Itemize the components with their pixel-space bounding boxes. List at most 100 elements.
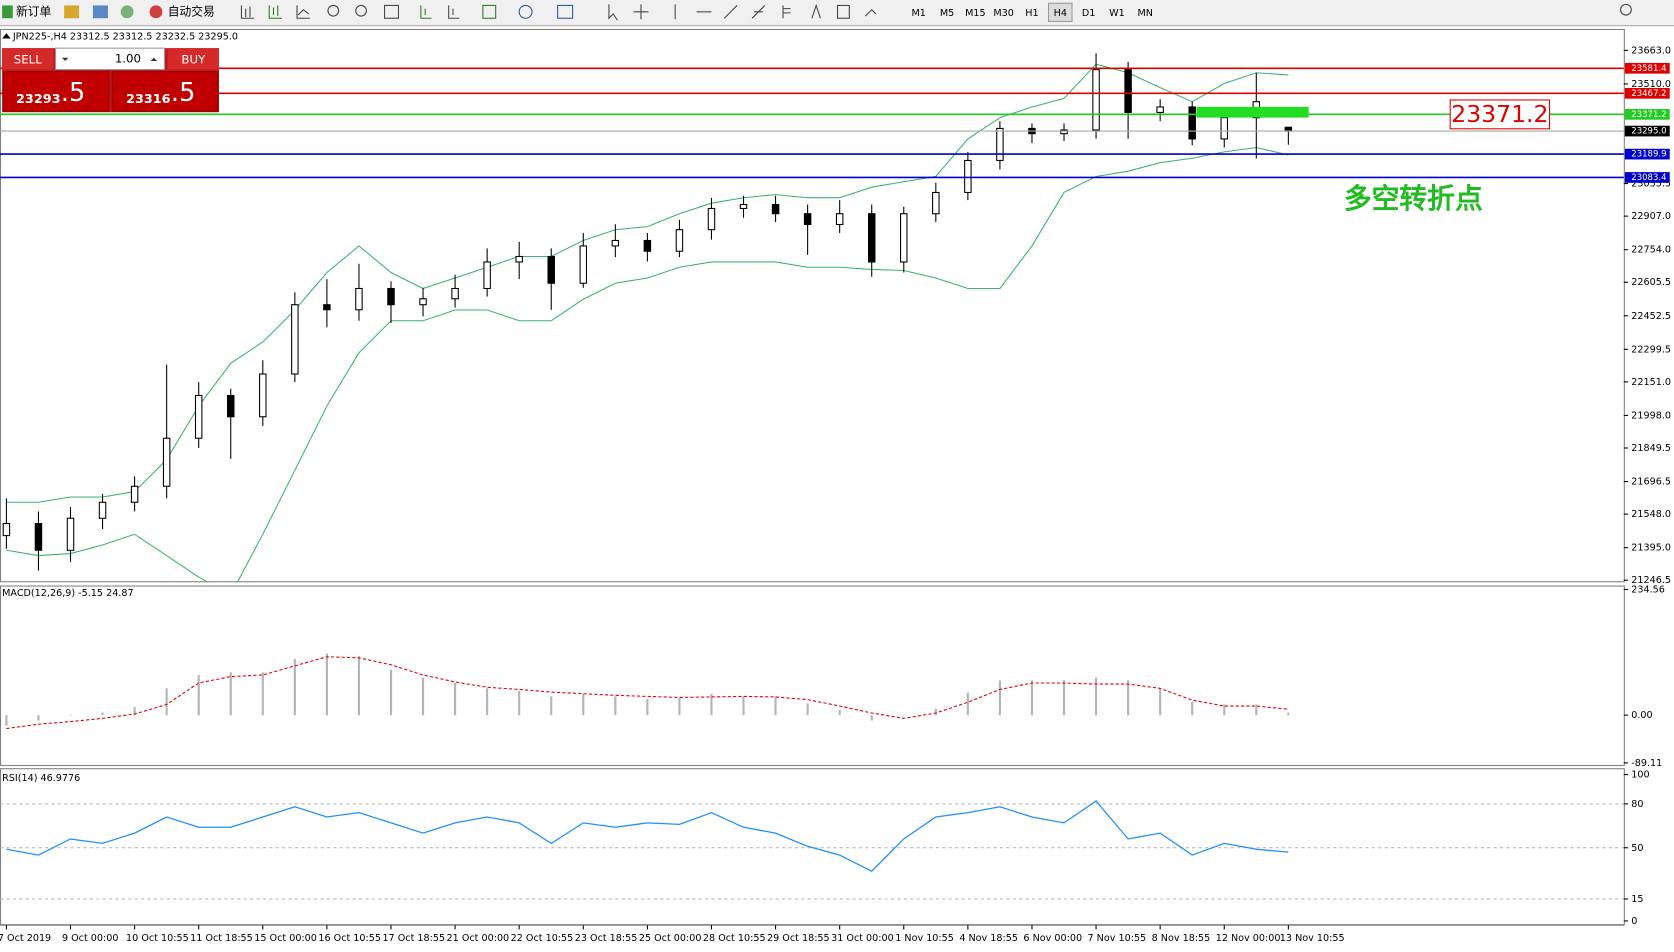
- candle-body: [227, 394, 235, 418]
- macd-bar: [1127, 680, 1130, 716]
- y-tick-label: 0: [1631, 916, 1637, 927]
- y-tick-label: 22907.0: [1631, 211, 1671, 222]
- tool-icon[interactable]: [120, 5, 134, 19]
- candle-body: [387, 287, 395, 306]
- timeframe-button[interactable]: H4: [1054, 8, 1067, 19]
- candle-body: [1060, 129, 1068, 135]
- tool-icon[interactable]: [92, 5, 108, 19]
- bid-main[interactable]: 23293: [16, 92, 61, 107]
- y-tick-label: 22605.5: [1631, 277, 1671, 288]
- macd-bar: [998, 680, 1001, 716]
- candle-body: [66, 517, 75, 551]
- tool-icon[interactable]: [296, 5, 310, 19]
- x-tick-label: 13 Nov 10:55: [1280, 933, 1345, 944]
- buy-label[interactable]: BUY: [181, 52, 206, 66]
- volume-spinner[interactable]: [55, 47, 166, 71]
- macd-bar: [1030, 680, 1034, 716]
- macd-bar: [742, 696, 745, 716]
- bid-box[interactable]: [2, 71, 110, 112]
- candle-body: [515, 255, 523, 263]
- one-click-trading: SELL 1.00 BUY 23293 .5 23316 .5: [2, 47, 219, 113]
- timeframe-button[interactable]: M5: [940, 8, 954, 19]
- tool-icon[interactable]: [837, 4, 850, 19]
- macd-bar: [1191, 701, 1194, 716]
- macd-bar: [389, 669, 393, 716]
- x-tick-label: 23 Oct 18:55: [575, 933, 638, 944]
- last-price-tag: [1624, 125, 1670, 137]
- candle-body: [547, 255, 555, 284]
- collapse-arrow[interactable]: [2, 33, 11, 39]
- timeframe-button[interactable]: M1: [912, 8, 926, 19]
- macd-bar: [421, 677, 425, 716]
- y-tick-label: 21998.0: [1631, 410, 1671, 421]
- toolbar-icons: [240, 3, 1632, 21]
- macd-bar: [229, 672, 232, 716]
- candle-body: [932, 191, 940, 215]
- sell-button[interactable]: [2, 48, 54, 70]
- y-tick-label: -89.11: [1631, 758, 1662, 769]
- level-label: 23083.4: [1631, 173, 1666, 183]
- macd-bar: [646, 699, 649, 716]
- tool-icon[interactable]: [518, 4, 533, 19]
- auto-trading-button[interactable]: 自动交易: [149, 4, 215, 18]
- timeframe-button[interactable]: MN: [1137, 8, 1152, 19]
- x-tick-label: 29 Oct 18:55: [767, 933, 830, 944]
- ask-box[interactable]: [111, 71, 219, 112]
- tool-icon[interactable]: [384, 4, 400, 19]
- timeframe-button[interactable]: M15: [965, 8, 986, 19]
- ask-fraction[interactable]: .5: [171, 78, 195, 108]
- tool-icon[interactable]: [557, 4, 574, 19]
- macd-signal: [6, 656, 1289, 730]
- candle-body: [579, 245, 588, 284]
- x-tick-label: 7 Oct 2019: [0, 933, 51, 944]
- candle-body: [419, 298, 427, 306]
- timeframe-button[interactable]: W1: [1109, 8, 1125, 19]
- candle-body: [291, 304, 299, 375]
- macd-bar: [325, 653, 328, 716]
- macd-bar: [101, 712, 104, 716]
- tool-icon[interactable]: [608, 4, 618, 21]
- sell-label[interactable]: SELL: [14, 52, 42, 66]
- macd-title: MACD(12,26,9) -5.15 24.87: [2, 588, 133, 599]
- macd-bar: [165, 688, 168, 716]
- tool-icon[interactable]: [751, 5, 766, 19]
- auto-trading-label[interactable]: 自动交易: [168, 4, 215, 18]
- volume[interactable]: 1.00: [115, 51, 141, 65]
- search-icon[interactable]: [1620, 3, 1632, 16]
- tool-icon[interactable]: [64, 5, 80, 19]
- x-tick-label: 21 Oct 00:00: [447, 933, 510, 944]
- tool-icon[interactable]: [633, 4, 649, 20]
- candle-body: [34, 522, 43, 551]
- new-order-button[interactable]: 新订单: [2, 4, 52, 18]
- y-tick-label: 21849.5: [1631, 443, 1671, 454]
- x-tick-label: 6 Nov 00:00: [1023, 933, 1082, 944]
- tool-icon[interactable]: [448, 5, 460, 19]
- bid-fraction[interactable]: .5: [61, 78, 85, 108]
- tool-icon[interactable]: [327, 4, 340, 17]
- ask-main[interactable]: 23316: [126, 92, 171, 107]
- new-order-label[interactable]: 新订单: [16, 4, 51, 18]
- timeframe-button[interactable]: H1: [1025, 8, 1038, 19]
- x-tick-label: 15 Oct 00:00: [254, 933, 317, 944]
- tool-icon[interactable]: [782, 5, 791, 19]
- timeframe-button[interactable]: D1: [1082, 8, 1096, 19]
- tool-icon[interactable]: [240, 5, 255, 19]
- tool-icon[interactable]: [355, 4, 367, 17]
- tool-icon[interactable]: [811, 3, 821, 19]
- macd-bar: [293, 658, 296, 716]
- candle-body: [1220, 117, 1228, 140]
- buy-button[interactable]: [167, 48, 219, 70]
- y-tick-label: 80: [1631, 799, 1643, 810]
- tool-icon[interactable]: [482, 4, 497, 19]
- tool-icon[interactable]: [268, 5, 283, 19]
- tool-icon[interactable]: [864, 8, 877, 17]
- tool-icon[interactable]: [420, 5, 432, 19]
- candle-body: [1124, 69, 1132, 113]
- tool-icon[interactable]: [723, 5, 738, 19]
- y-tick-label: 15: [1631, 894, 1643, 905]
- bollinger-band: [6, 146, 1289, 583]
- level-label: 23467.2: [1631, 89, 1666, 99]
- timeframe-button[interactable]: M30: [993, 8, 1014, 19]
- rsi-title: RSI(14) 46.9776: [2, 773, 80, 784]
